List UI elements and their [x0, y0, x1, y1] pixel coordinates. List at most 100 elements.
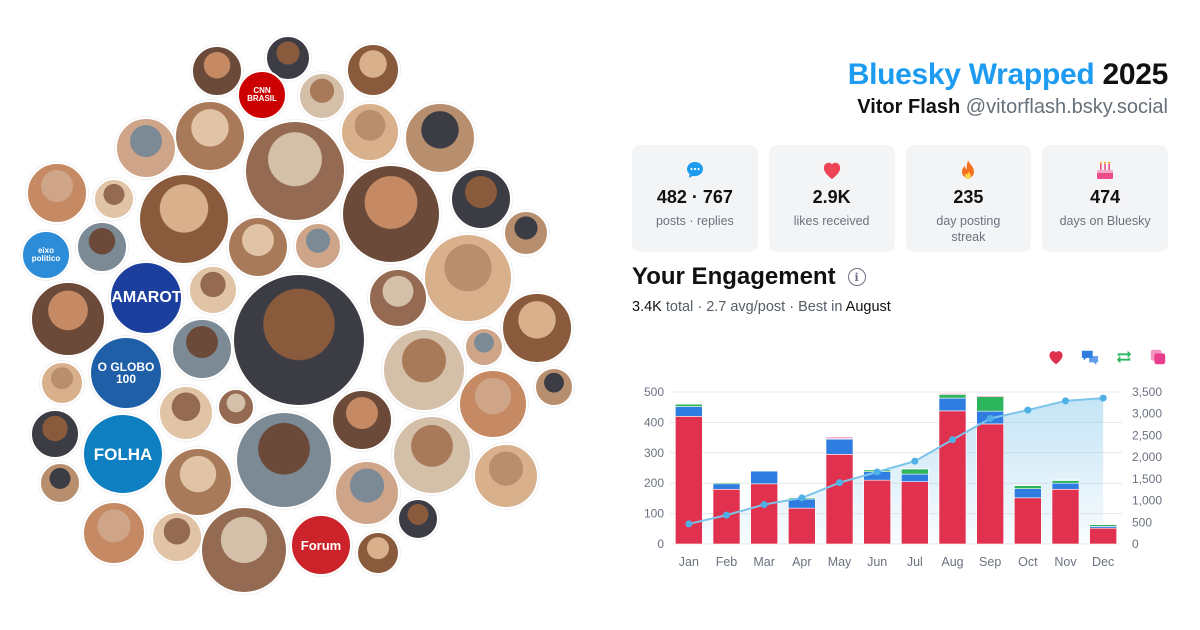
- avatar[interactable]: [174, 100, 246, 172]
- user-handle: @vitorflash.bsky.social: [965, 96, 1168, 118]
- bar-segment-reposts: [976, 396, 1004, 412]
- bar-segment-replies: [1014, 488, 1042, 499]
- avatar[interactable]: [163, 447, 233, 517]
- avatar[interactable]: [501, 292, 573, 364]
- avatar[interactable]: [464, 327, 504, 367]
- heart-icon: [821, 159, 843, 181]
- avatar[interactable]: [450, 168, 512, 230]
- avatar[interactable]: [368, 268, 428, 328]
- info-icon[interactable]: i: [847, 268, 866, 286]
- bar-segment-reposts: [675, 403, 703, 407]
- avatar[interactable]: [232, 273, 366, 407]
- bar-segment-quotes: [1051, 479, 1080, 481]
- avatar-logo[interactable]: Forum: [290, 514, 352, 576]
- x-tick-label: Apr: [792, 555, 811, 569]
- x-tick-label: Jul: [907, 555, 923, 569]
- avatar[interactable]: [356, 531, 400, 575]
- avatar[interactable]: [30, 281, 106, 357]
- avatar[interactable]: [30, 409, 80, 459]
- avatar[interactable]: [151, 511, 203, 563]
- avatar-logo-text: CNN BRASIL: [247, 86, 277, 103]
- avatar[interactable]: [334, 460, 400, 526]
- avatar[interactable]: [26, 162, 88, 224]
- avatar[interactable]: [200, 506, 288, 594]
- avatar[interactable]: [244, 120, 346, 222]
- engagement-best-prefix: Best in: [798, 299, 843, 315]
- avatar-logo[interactable]: CAMAROTE: [109, 261, 183, 335]
- bar-segment-reposts: [938, 394, 967, 399]
- avatar[interactable]: [298, 72, 346, 120]
- x-tick-label: Sep: [979, 555, 1001, 569]
- avatar[interactable]: [382, 328, 466, 412]
- heart-icon[interactable]: [1046, 347, 1066, 367]
- cumulative-point: [911, 457, 919, 465]
- avatar-logo[interactable]: FOLHA: [82, 413, 164, 495]
- y2-tick-label: 2,500: [1132, 428, 1162, 442]
- engagement-title: Your Engagement: [632, 263, 836, 290]
- stat-label: day posting streak: [936, 214, 1001, 245]
- avatar[interactable]: [458, 369, 528, 439]
- x-tick-label: Jan: [679, 555, 699, 569]
- year-title: 2025: [1102, 58, 1168, 91]
- avatar-cloud: CNN BRASIL eixo político CAMAROTE O GLOBO 1…: [21, 35, 574, 594]
- quote-icon[interactable]: [1148, 347, 1168, 367]
- avatar[interactable]: [340, 102, 400, 162]
- avatar-logo-text: O GLOBO 100: [97, 360, 155, 386]
- y2-tick-label: 500: [1132, 515, 1152, 529]
- cumulative-point: [949, 436, 956, 444]
- avatar[interactable]: [138, 173, 230, 265]
- avatar[interactable]: [76, 221, 128, 273]
- avatar[interactable]: [171, 318, 233, 380]
- avatar[interactable]: [346, 43, 400, 97]
- avatar[interactable]: [115, 117, 177, 179]
- engagement-heading: Your Engagement i: [632, 263, 866, 291]
- bar-segment-likes: [863, 479, 891, 545]
- avatar[interactable]: [404, 102, 476, 174]
- avatar-logo[interactable]: O GLOBO 100: [89, 336, 163, 410]
- avatar[interactable]: [217, 388, 255, 426]
- bar-segment-reposts: [1014, 485, 1042, 489]
- avatar-logo[interactable]: eixo político: [21, 230, 71, 280]
- chart-legend: [1046, 347, 1168, 367]
- avatar[interactable]: [39, 462, 81, 504]
- avatar[interactable]: [423, 233, 513, 323]
- engagement-best-month: August: [845, 299, 891, 315]
- avatar[interactable]: [331, 389, 393, 451]
- stat-value: 482 · 767: [656, 187, 733, 207]
- avatar[interactable]: [188, 265, 238, 315]
- cumulative-point: [798, 494, 806, 502]
- y2-tick-label: 2,000: [1132, 450, 1162, 464]
- avatar[interactable]: [473, 443, 539, 509]
- repost-icon[interactable]: [1114, 347, 1134, 367]
- bar-segment-likes: [788, 507, 816, 545]
- y2-tick-label: 0: [1132, 537, 1139, 551]
- avatar[interactable]: [158, 385, 214, 441]
- avatar-logo-text: Forum: [300, 537, 342, 553]
- avatar[interactable]: [40, 361, 84, 405]
- engagement-summary: 3.4K total · 2.7 avg/post · Best in Augu…: [632, 299, 891, 315]
- bar-segment-replies: [750, 470, 778, 485]
- cumulative-point: [1024, 406, 1032, 414]
- avatar[interactable]: [341, 164, 441, 264]
- avatar[interactable]: [534, 367, 574, 407]
- bar-segment-reposts: [1051, 480, 1080, 484]
- avatar[interactable]: [294, 222, 342, 270]
- engagement-total-word: total: [665, 299, 694, 315]
- cumulative-point: [685, 520, 693, 528]
- bar-segment-replies: [1051, 482, 1080, 490]
- avatar[interactable]: [392, 415, 472, 495]
- stat-value: 2.9K: [812, 187, 851, 207]
- bar-segment-quotes: [901, 468, 929, 470]
- avatar[interactable]: [93, 178, 135, 220]
- avatar[interactable]: [191, 45, 243, 97]
- reply-icon[interactable]: [1080, 347, 1100, 367]
- bar-segment-replies: [938, 397, 967, 412]
- avatar[interactable]: [503, 210, 549, 256]
- avatar[interactable]: [235, 411, 333, 509]
- avatar-logo[interactable]: CNN BRASIL: [237, 70, 287, 120]
- engagement-total: 3.4K: [632, 299, 662, 315]
- avatar[interactable]: [397, 498, 439, 540]
- bar-segment-likes: [901, 481, 929, 545]
- avatar[interactable]: [82, 501, 146, 565]
- avatar[interactable]: [227, 216, 289, 278]
